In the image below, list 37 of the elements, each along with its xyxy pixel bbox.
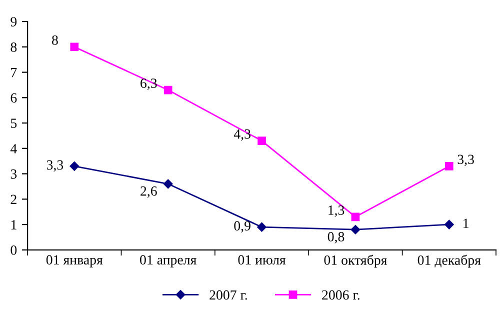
data-label: 0,9 — [234, 221, 250, 233]
y-tick-label: 2 — [10, 194, 16, 204]
y-tick-label: 3 — [10, 169, 17, 179]
data-label: 1 — [464, 218, 468, 228]
point — [351, 212, 360, 222]
data-label: 3,3 — [46, 160, 64, 172]
legend-label: 2006 г. — [322, 290, 360, 300]
x-tick-label: 01 апреля — [140, 255, 196, 268]
data-label: 6,3 — [140, 78, 157, 90]
data-label: 3,3 — [458, 154, 474, 166]
y-tick-label: 6 — [10, 93, 17, 103]
data-label: 0,8 — [328, 232, 344, 244]
y-tick-label: 1 — [11, 220, 16, 230]
point — [257, 222, 266, 232]
legend-label: 2007 г. — [210, 290, 247, 300]
y-tick-label: 9 — [10, 17, 17, 26]
data-label: 8 — [52, 35, 58, 45]
point — [350, 224, 360, 234]
point — [70, 162, 80, 171]
y-tick-label: 7 — [11, 68, 17, 78]
point — [70, 42, 79, 52]
x-tick-label: 01 октября — [324, 254, 387, 268]
y-tick-label: 4 — [10, 144, 17, 154]
data-label: 4,3 — [234, 129, 250, 141]
data-label: 2,6 — [140, 186, 157, 198]
point — [444, 220, 454, 230]
y-tick-label: 0 — [10, 245, 17, 255]
x-tick-label: 01 декабря — [418, 254, 481, 268]
point — [258, 136, 266, 145]
y-tick-label: 5 — [11, 118, 17, 128]
point — [444, 162, 454, 170]
x-tick-label: 01 июля — [238, 255, 286, 265]
y-tick-label: 8 — [10, 42, 17, 52]
x-tick-label: 01 января — [46, 255, 103, 268]
point — [164, 86, 172, 94]
data-label: 1,3 — [328, 206, 344, 217]
point — [163, 179, 173, 189]
